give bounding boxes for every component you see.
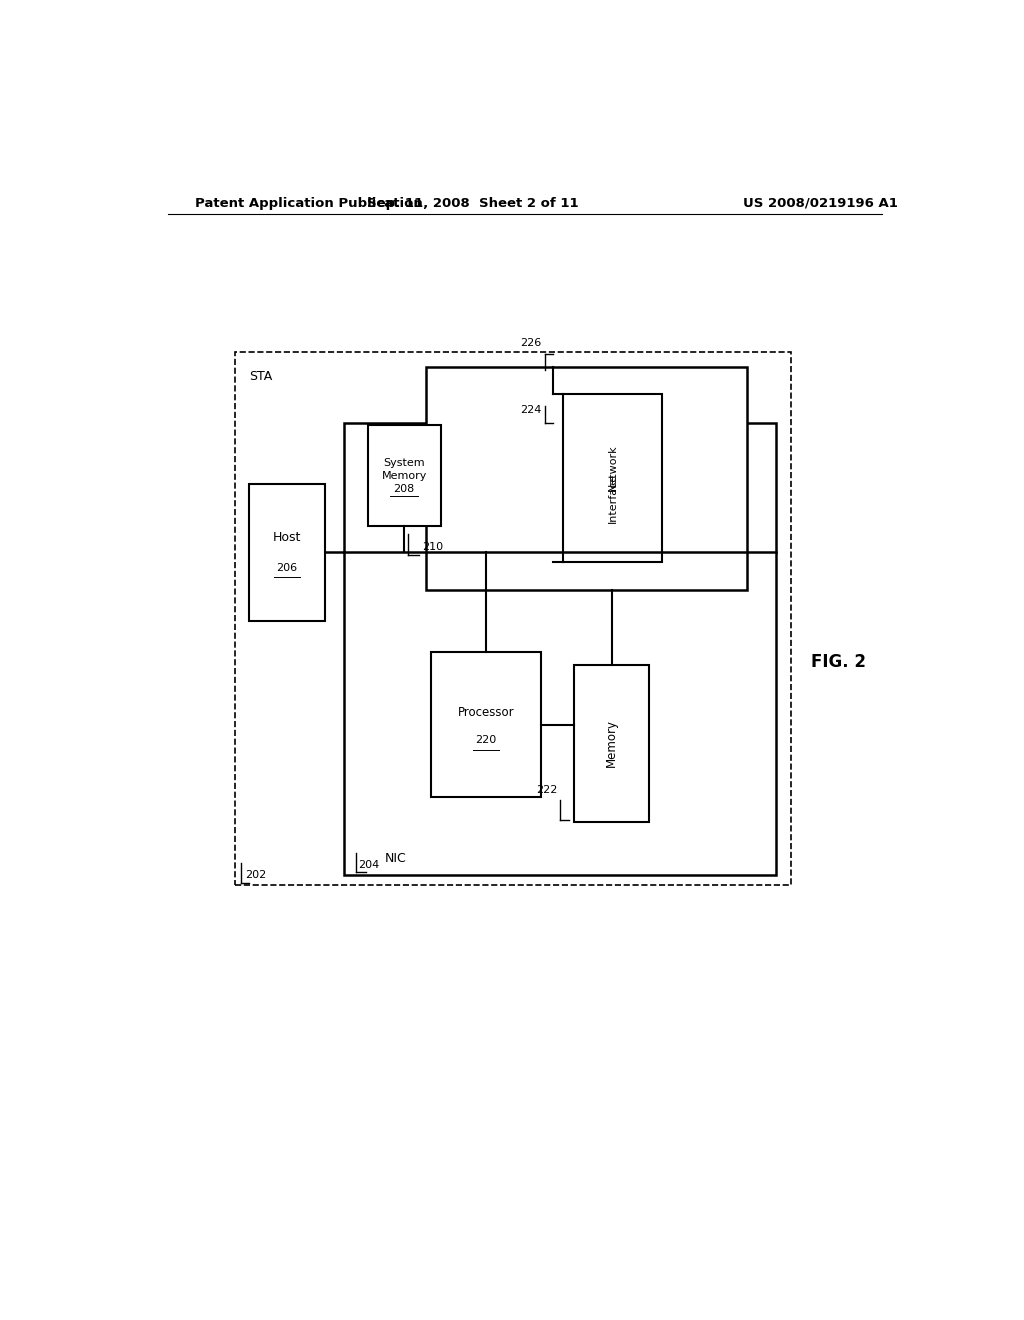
Bar	[250, 483, 325, 620]
Text: 206: 206	[276, 562, 298, 573]
Text: 222: 222	[536, 784, 557, 795]
Text: 226: 226	[520, 338, 542, 348]
Text: System: System	[383, 458, 425, 469]
Bar	[344, 422, 776, 875]
Text: 202: 202	[245, 870, 266, 880]
Text: 220: 220	[475, 735, 497, 744]
Bar	[426, 367, 748, 590]
Bar	[563, 395, 663, 562]
Text: Sep. 11, 2008  Sheet 2 of 11: Sep. 11, 2008 Sheet 2 of 11	[368, 197, 579, 210]
Bar	[368, 425, 440, 527]
Text: Network: Network	[607, 445, 617, 491]
Bar	[236, 351, 791, 886]
Text: 210: 210	[423, 541, 443, 552]
Text: Host: Host	[273, 531, 301, 544]
Text: Memory: Memory	[605, 719, 618, 767]
Text: Patent Application Publication: Patent Application Publication	[196, 197, 423, 210]
Bar	[431, 652, 541, 797]
Text: US 2008/0219196 A1: US 2008/0219196 A1	[743, 197, 898, 210]
Text: Memory: Memory	[382, 470, 427, 480]
Text: FIG. 2: FIG. 2	[811, 652, 865, 671]
Text: STA: STA	[250, 370, 272, 383]
Text: NIC: NIC	[385, 851, 407, 865]
Text: Interface: Interface	[607, 474, 617, 524]
Text: 204: 204	[358, 859, 380, 870]
Bar	[574, 664, 649, 822]
Text: 208: 208	[393, 483, 415, 494]
Text: Processor: Processor	[458, 706, 514, 719]
Text: 224: 224	[520, 405, 542, 416]
